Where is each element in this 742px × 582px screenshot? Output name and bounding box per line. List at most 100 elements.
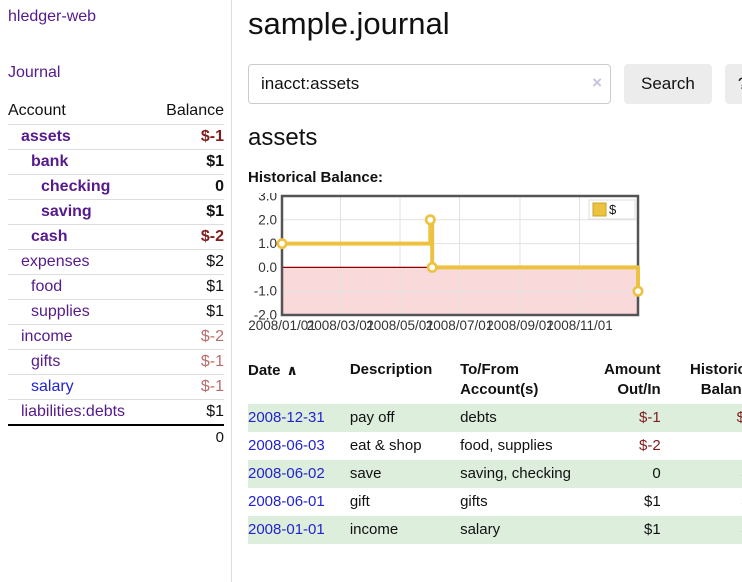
account-row: gifts $-1: [8, 349, 224, 375]
y-tick-label: -2.0: [254, 308, 277, 323]
account-row: assets $-1: [8, 124, 224, 150]
transaction-row: 2008-06-02 save saving, checking 0$2: [248, 460, 742, 488]
account-row: food $1: [8, 274, 224, 300]
x-tick-label: 2008/01/01: [248, 318, 316, 333]
x-tick-label: 2008/03/01: [307, 318, 375, 333]
account-balance: $2: [152, 249, 224, 275]
transaction-date-cell: 2008-01-01: [248, 516, 350, 544]
transaction-balance-cell: $1: [663, 516, 742, 544]
account-link[interactable]: saving: [41, 203, 92, 220]
transaction-amount-cell: $-2: [638, 437, 661, 454]
app-title-link[interactable]: hledger-web: [8, 8, 97, 25]
account-link[interactable]: food: [31, 278, 63, 295]
data-point: [426, 261, 438, 273]
legend-label: $: [609, 202, 617, 217]
transaction-accounts-cell: debts: [460, 409, 497, 426]
account-balance: $1: [152, 299, 224, 325]
transaction-row: 2008-06-01 gift gifts $1$2: [248, 488, 742, 516]
historical-balance-chart[interactable]: $3.0 2.0 1.0 0.0 -1.0 -2.0 2008/01/01 2008/03/0…: [248, 189, 648, 335]
account-row: cash $-2: [8, 224, 224, 250]
transaction-date-link[interactable]: 2008-01-01: [248, 521, 325, 538]
transactions-table: Date ∧ Description To/From Account(s) Amo…: [248, 356, 742, 544]
transaction-amount-cell: 0: [652, 465, 661, 482]
transaction-date-link[interactable]: 2008-06-02: [248, 465, 325, 482]
transaction-date-link[interactable]: 2008-06-01: [248, 493, 325, 510]
transaction-accounts-cell: salary: [460, 521, 501, 538]
account-link[interactable]: assets: [21, 128, 71, 145]
transaction-balance-cell: $2: [663, 488, 742, 516]
account-link[interactable]: cash: [31, 228, 68, 245]
y-tick-label: 0.0: [258, 260, 277, 275]
account-row: supplies $1: [8, 299, 224, 325]
transaction-amount-cell: $1: [643, 521, 661, 538]
transaction-accounts-cell: food, supplies: [460, 437, 553, 454]
transaction-accounts-cell: gifts: [460, 493, 488, 510]
account-link[interactable]: supplies: [31, 303, 90, 320]
x-tick-label: 2008/11/01: [546, 318, 613, 333]
transaction-description-cell: save: [349, 465, 382, 482]
accounts-header-account: Account: [8, 102, 66, 119]
help-button[interactable]: ?: [724, 64, 742, 104]
account-balance: $1: [152, 149, 224, 175]
account-title: assets: [248, 124, 318, 151]
account-row: bank $1: [8, 149, 224, 175]
chart-label: Historical Balance:: [248, 169, 384, 186]
transaction-date-cell: 2008-06-01: [248, 488, 350, 516]
account-balance: $1: [152, 399, 224, 425]
account-row: income $-2: [8, 324, 224, 350]
transaction-date-cell: 2008-06-02: [248, 460, 350, 488]
transaction-balance-cell: 0: [663, 432, 742, 460]
account-link[interactable]: salary: [31, 378, 74, 395]
y-tick-label: 2.0: [258, 212, 277, 227]
account-link[interactable]: liabilities:debts: [21, 403, 126, 420]
clear-search-icon[interactable]: ×: [592, 73, 602, 92]
y-tick-label: -1.0: [254, 284, 277, 299]
register-header-date: Date ∧: [248, 362, 298, 379]
search-form: × Search ?: [248, 64, 742, 104]
account-balance: $1: [152, 274, 224, 300]
transaction-date-link[interactable]: 2008-12-31: [248, 409, 325, 426]
account-balance: $-1: [152, 374, 224, 400]
x-tick-label: 2008/05/01: [366, 318, 434, 333]
account-balance: $-1: [152, 124, 224, 150]
account-link[interactable]: bank: [31, 153, 69, 170]
register-header-accounts: To/From Account(s): [460, 361, 539, 398]
sidebar-item-journal[interactable]: Journal: [8, 64, 61, 81]
main-content: sample.journal × Search ? assets Histori…: [232, 0, 742, 582]
transaction-row: 2008-01-01 income salary $1$1: [248, 516, 742, 544]
transaction-row: 2008-12-31 pay off debts $-1 $-1: [248, 404, 742, 432]
x-tick-label: 2008/07/01: [426, 318, 494, 333]
transaction-balance-cell: $2: [663, 460, 742, 488]
transaction-amount-cell: $1: [643, 493, 661, 510]
account-link[interactable]: income: [21, 328, 73, 345]
plot-border: [280, 194, 640, 317]
y-tick-label: 1.0: [258, 236, 277, 251]
data-point: [276, 238, 288, 250]
account-row: expenses $2: [8, 249, 224, 275]
account-link[interactable]: gifts: [31, 353, 61, 370]
account-balance: $-1: [152, 349, 224, 375]
transaction-date-link[interactable]: 2008-06-03: [248, 437, 325, 454]
account-balance: $-2: [152, 224, 224, 250]
transaction-description-cell: income: [349, 521, 399, 538]
transaction-balance-cell: $-1: [736, 409, 742, 426]
search-input[interactable]: [248, 64, 611, 104]
account-link[interactable]: expenses: [21, 253, 90, 270]
data-point: [632, 285, 644, 297]
accounts-table: Account Balance assets $-1 bank $1 checking 0…: [8, 99, 224, 449]
transaction-description-cell: eat & shop: [349, 437, 422, 454]
legend-swatch: [592, 202, 607, 217]
account-balance: $1: [152, 199, 224, 225]
transaction-accounts-cell: saving, checking: [460, 465, 571, 482]
accounts-total-row: 0: [8, 424, 224, 449]
transaction-amount-cell: $-1: [638, 409, 661, 426]
account-row: liabilities:debts $1: [8, 399, 224, 425]
y-tick-label: 3.0: [258, 193, 277, 204]
sort-asc-icon: ∧: [286, 362, 298, 378]
search-button[interactable]: Search: [624, 64, 712, 104]
transaction-description-cell: gift: [349, 493, 370, 510]
account-link[interactable]: checking: [41, 178, 111, 195]
transaction-date-cell: 2008-06-03: [248, 432, 350, 460]
account-row: checking 0: [8, 174, 224, 200]
